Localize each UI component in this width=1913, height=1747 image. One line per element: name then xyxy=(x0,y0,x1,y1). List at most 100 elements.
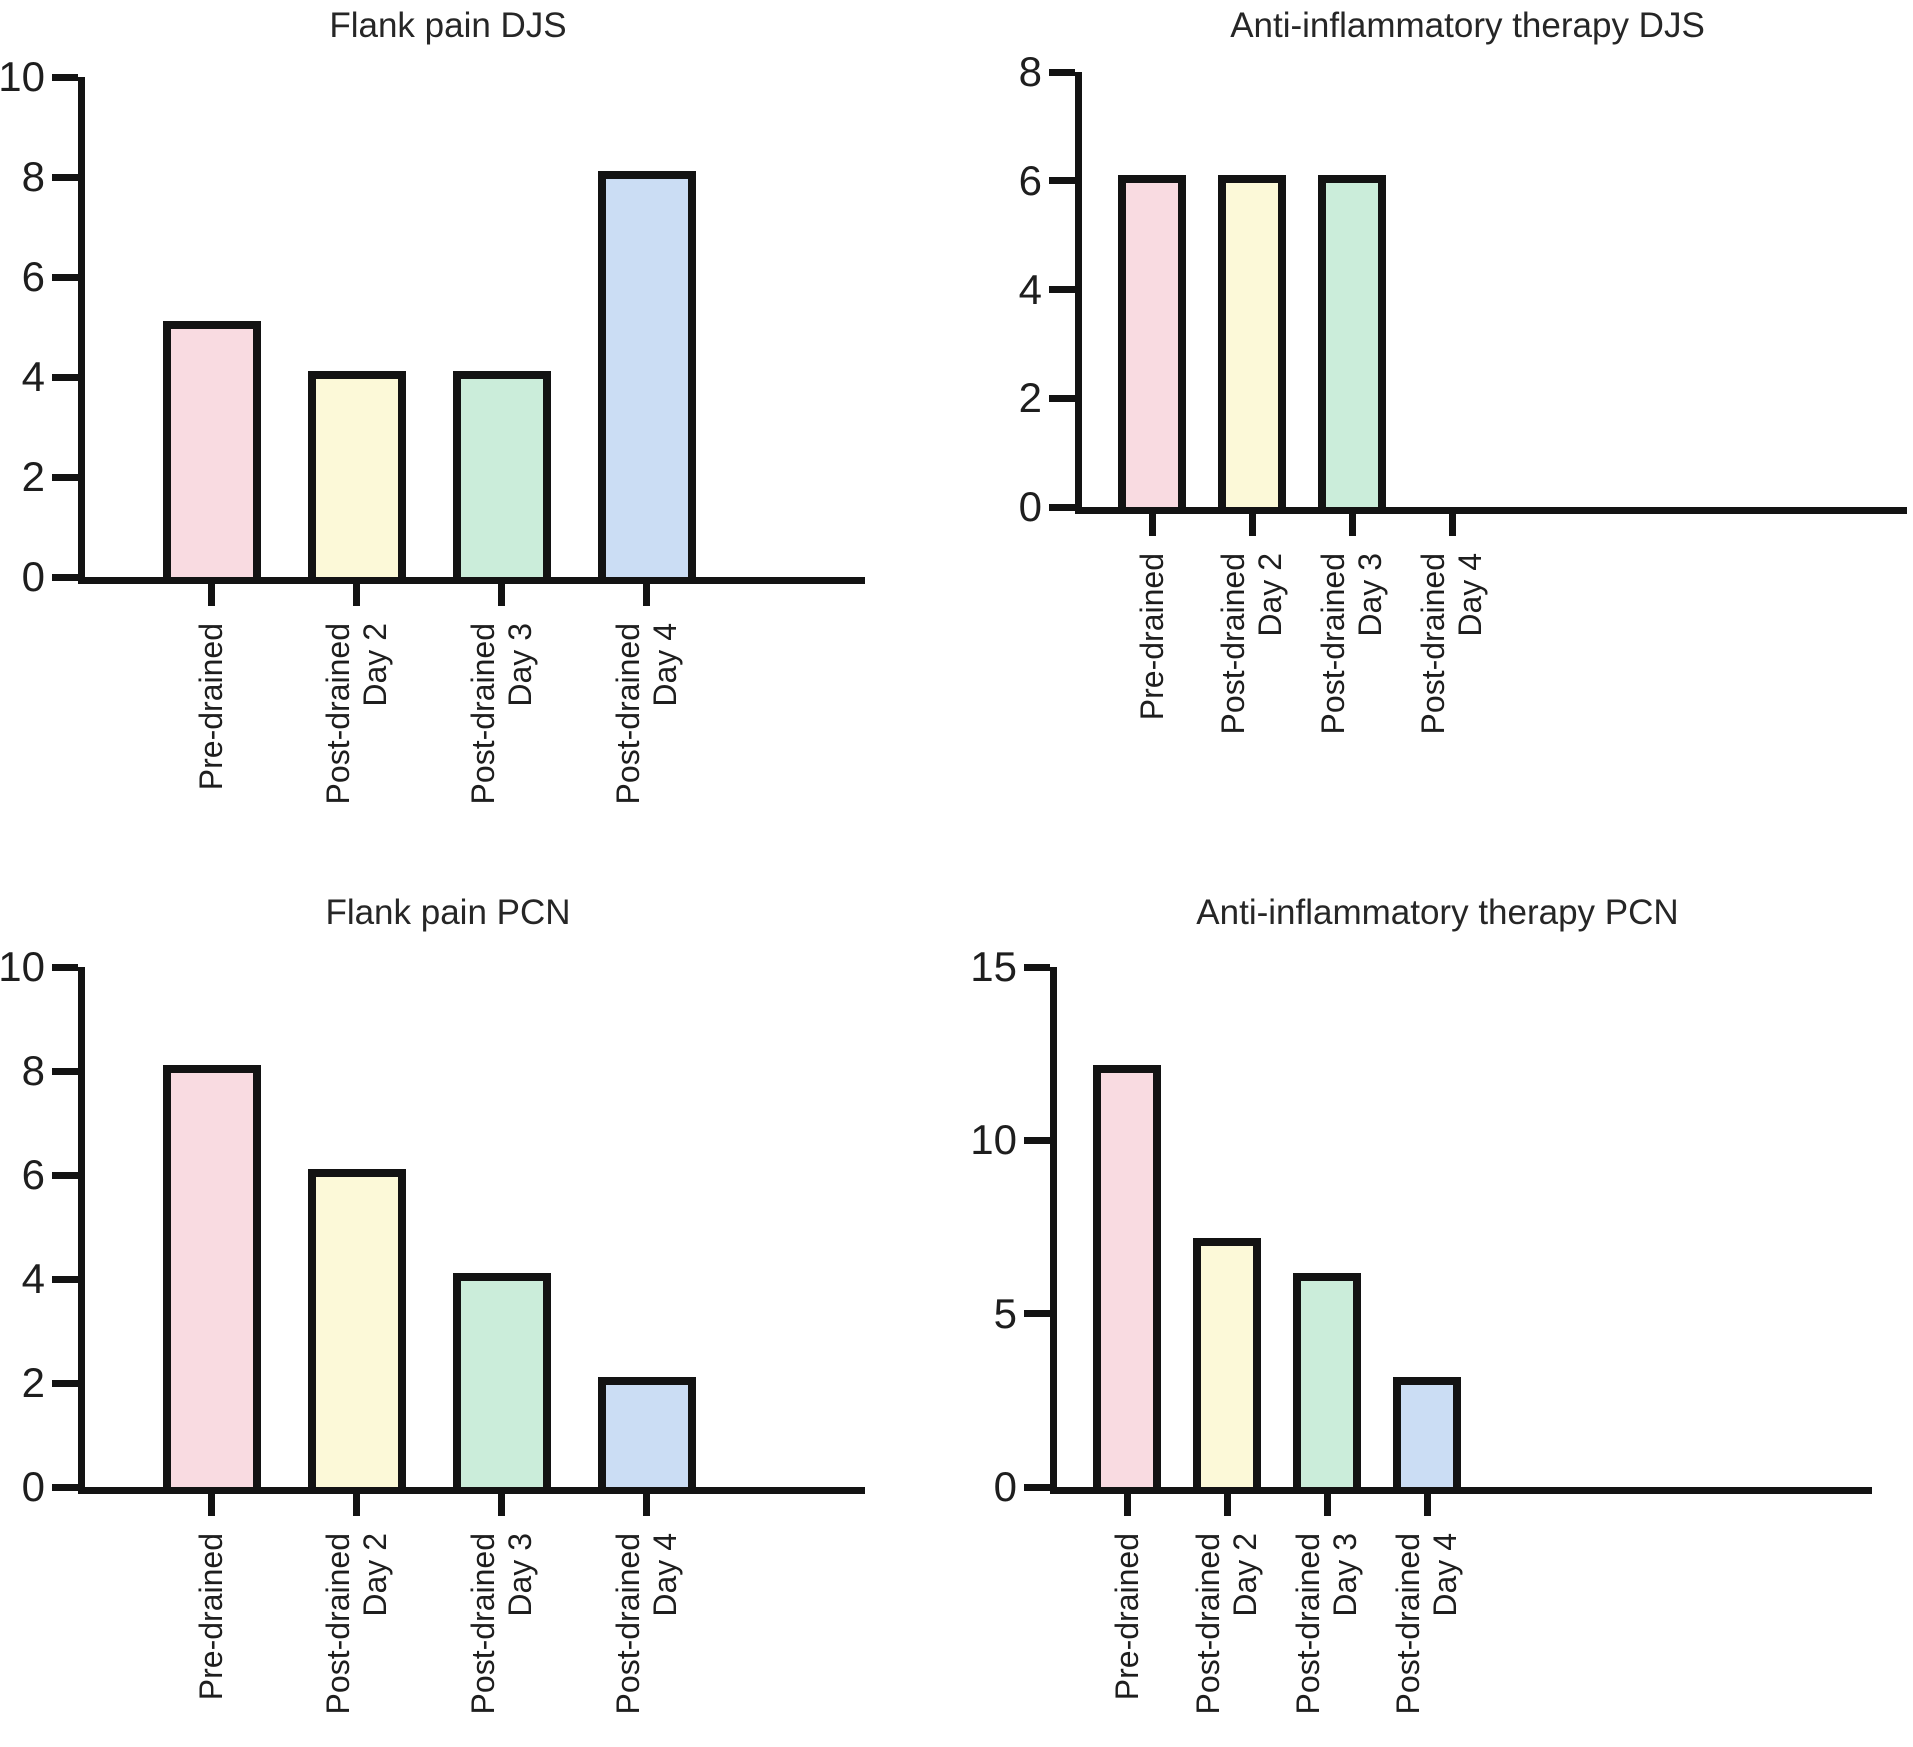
y-axis-tick xyxy=(52,1275,78,1283)
bar xyxy=(307,1169,406,1487)
x-axis-tick xyxy=(1248,514,1256,536)
bar xyxy=(452,1273,551,1487)
y-axis-tick xyxy=(52,1171,78,1179)
y-axis-tick-label: 0 xyxy=(21,1463,45,1510)
chart-panel-anti-inflammatory-pcn: Anti-inflammatory therapy PCN 0 5 10 15 Pre-… xyxy=(956,845,1912,1747)
x-axis-label: Post-drained Day 3 xyxy=(1290,1533,1364,1733)
category-slot: Post-drained Day 2 xyxy=(284,77,429,804)
x-axis-tick xyxy=(1323,1494,1331,1516)
x-axis-label-line: Pre-drained xyxy=(1133,553,1170,721)
x-axis-label-line: Post-drained xyxy=(1315,553,1351,735)
chart-title: Anti-inflammatory therapy DJS xyxy=(1230,6,1705,45)
y-axis-tick-label: 8 xyxy=(21,153,45,200)
plot-area: 0 2 4 6 8 10 Pre-drained Post-drained Day 2 Post-… xyxy=(0,56,865,804)
y-axis-tick xyxy=(52,173,78,181)
y-axis-tick-label: 0 xyxy=(993,1463,1017,1510)
x-axis-label-line: Post-drained xyxy=(1215,553,1251,735)
y-axis-tick xyxy=(1024,1483,1050,1491)
y-axis-tick xyxy=(1024,963,1050,971)
y-axis-tick xyxy=(52,473,78,481)
bar xyxy=(597,1377,696,1487)
x-axis-label: Pre-drained xyxy=(193,1533,230,1733)
x-axis-label-line: Pre-drained xyxy=(193,1533,229,1701)
x-axis-tick xyxy=(1123,1494,1131,1516)
bar xyxy=(1093,1065,1161,1487)
category-slot: Post-drained Day 4 xyxy=(1402,72,1502,734)
y-axis-tick-label: 0 xyxy=(21,553,45,600)
x-axis-label: Post-drained Day 4 xyxy=(610,623,684,823)
y-axis-tick-label: 2 xyxy=(1018,374,1042,422)
bar xyxy=(162,1065,261,1487)
x-axis-tick xyxy=(643,584,650,606)
category-slot: Post-drained Day 2 xyxy=(284,967,429,1714)
plot-area: 0 2 4 6 8 10 Pre-drained Post-drained Day 2 Post-… xyxy=(0,946,865,1714)
chart-panel-flank-pain-djs: Flank pain DJS 0 2 4 6 8 10 Pre-drained Post-dr… xyxy=(0,0,956,845)
y-axis-tick xyxy=(52,1067,78,1075)
bars-area: Pre-drained Post-drained Day 2 Post-drained… xyxy=(139,77,719,804)
y-axis-tick-label: 6 xyxy=(21,253,45,300)
x-axis-tick xyxy=(1448,514,1456,536)
x-axis-label: Post-drained Day 4 xyxy=(1415,553,1489,753)
y-axis-tick-label: 5 xyxy=(993,1289,1017,1337)
bar xyxy=(452,371,551,577)
bar xyxy=(1118,175,1186,507)
category-slot: Post-drained Day 3 xyxy=(429,77,574,804)
chart-title: Flank pain PCN xyxy=(325,893,571,932)
y-axis-tick xyxy=(1024,1310,1050,1318)
chart-title: Anti-inflammatory therapy PCN xyxy=(1196,893,1679,932)
x-axis-label-line: Day 3 xyxy=(1327,1533,1363,1617)
x-axis-tick xyxy=(498,584,505,606)
y-axis-tick xyxy=(1049,68,1075,76)
x-axis-label-line: Day 3 xyxy=(501,1533,538,1617)
chart-title: Flank pain DJS xyxy=(329,6,567,45)
chart-panel-anti-inflammatory-djs: Anti-inflammatory therapy DJS 0 2 4 6 8 Pre-d… xyxy=(956,0,1912,845)
y-axis-tick-label: 0 xyxy=(1018,483,1042,530)
y-axis-tick-label: 15 xyxy=(970,943,1017,990)
y-axis-tick xyxy=(1049,286,1075,293)
y-axis-tick-label: 10 xyxy=(0,53,45,100)
category-slot: Post-drained Day 3 xyxy=(1277,967,1377,1714)
x-axis-label-line: Day 2 xyxy=(1252,553,1288,637)
x-axis-label: Post-drained Day 4 xyxy=(610,1533,684,1733)
y-axis-tick-label: 2 xyxy=(21,1359,45,1406)
category-slot: Pre-drained xyxy=(139,967,284,1700)
x-axis-tick xyxy=(353,584,360,606)
x-axis-tick xyxy=(1223,1494,1231,1516)
bar xyxy=(162,321,261,577)
bar xyxy=(1293,1273,1361,1487)
y-axis-tick-label: 6 xyxy=(1018,156,1042,204)
y-axis-tick-label: 8 xyxy=(21,1047,45,1094)
bars-area: Pre-drained Post-drained Day 2 Post-drained… xyxy=(1102,72,1502,734)
category-slot: Post-drained Day 2 xyxy=(1177,967,1277,1714)
x-axis-label-line: Day 2 xyxy=(356,1533,393,1617)
x-axis-label: Post-drained Day 2 xyxy=(1190,1533,1264,1733)
y-axis-tick xyxy=(52,373,78,381)
x-axis-label-line: Pre-drained xyxy=(1108,1533,1145,1701)
category-slot: Post-drained Day 3 xyxy=(1302,72,1402,734)
x-axis-tick xyxy=(208,584,215,606)
x-axis-tick xyxy=(208,1494,215,1516)
bar xyxy=(1393,1377,1461,1487)
x-axis-label: Post-drained Day 3 xyxy=(465,623,539,823)
x-axis-label: Pre-drained xyxy=(1134,553,1171,753)
x-axis-label: Post-drained Day 2 xyxy=(1215,553,1289,753)
bars-area: Pre-drained Post-drained Day 2 Post-drained… xyxy=(1077,967,1477,1714)
bar xyxy=(1218,175,1286,507)
x-axis-label-line: Post-drained xyxy=(609,1533,646,1715)
y-axis-tick-label: 6 xyxy=(21,1151,45,1198)
x-axis-label-line: Day 3 xyxy=(501,623,538,707)
x-axis-label-line: Day 4 xyxy=(646,1533,683,1617)
plot-area: 0 5 10 15 Pre-drained Post-drained Day 2 Post-d… xyxy=(970,946,1872,1714)
x-axis-tick xyxy=(353,1494,360,1516)
category-slot: Pre-drained xyxy=(139,77,284,790)
plot-area: 0 2 4 6 8 Pre-drained Post-drained Day 2 Post-dr… xyxy=(1019,51,1907,734)
x-axis-label-line: Post-drained xyxy=(319,1533,356,1715)
y-axis-tick-label: 10 xyxy=(0,943,45,990)
y-axis-tick xyxy=(52,273,78,281)
y-axis-tick-label: 2 xyxy=(21,453,45,500)
x-axis-label-line: Day 2 xyxy=(1227,1533,1263,1617)
x-axis-label-line: Day 2 xyxy=(356,623,393,707)
y-axis-tick-label: 8 xyxy=(1018,48,1042,95)
x-axis-label-line: Pre-drained xyxy=(193,623,229,791)
